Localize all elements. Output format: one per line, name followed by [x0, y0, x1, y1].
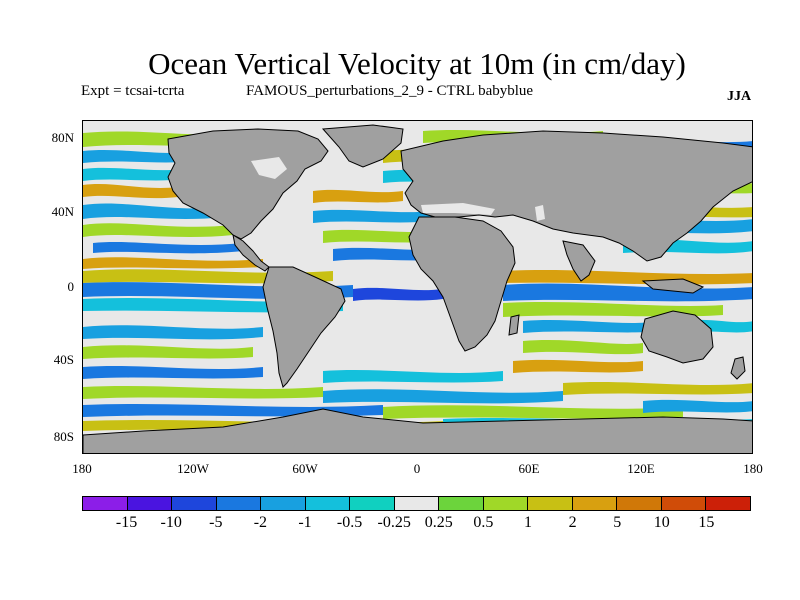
new-zealand — [730, 356, 746, 380]
lat-tick: 80N — [51, 130, 74, 145]
antarctica — [83, 408, 752, 453]
perturbation-label: FAMOUS_perturbations_2_9 - CTRL babyblue — [246, 83, 534, 99]
chart-title: Ocean Vertical Velocity at 10m (in cm/da… — [148, 46, 686, 81]
colorbar-label: -5 — [209, 514, 223, 531]
lon-tick: 180 — [72, 461, 92, 476]
greenland — [321, 124, 404, 168]
colorbar-label: 15 — [698, 514, 715, 531]
colorbar-box — [394, 497, 440, 510]
velocity-streak — [83, 325, 263, 340]
colorbar-label: 0.25 — [424, 514, 453, 531]
colorbar-label: 10 — [653, 514, 670, 531]
map-panel — [82, 120, 753, 454]
velocity-streak — [643, 399, 752, 413]
north-america — [167, 128, 329, 240]
colorbar — [82, 496, 751, 511]
lon-tick: 120E — [627, 461, 655, 476]
land — [83, 124, 752, 453]
velocity-streak — [83, 257, 263, 269]
lon-tick: 60E — [518, 461, 540, 476]
colorbar-box — [572, 497, 618, 510]
colorbar-label: 2 — [568, 514, 577, 531]
velocity-streak — [83, 167, 183, 181]
eurasia — [400, 130, 752, 262]
colorbar-box — [528, 497, 573, 510]
colorbar-box — [706, 497, 750, 510]
madagascar — [508, 314, 520, 336]
colorbar-label: -10 — [160, 514, 182, 531]
lon-tick: 60W — [292, 461, 318, 476]
season-label: JJA — [727, 89, 752, 104]
velocity-streak — [83, 184, 178, 199]
velocity-streak — [383, 405, 683, 419]
hudson-bay — [251, 157, 287, 179]
africa — [408, 216, 516, 352]
inland-water — [251, 157, 545, 221]
lat-tick: 40S — [53, 352, 74, 367]
colorbar-box — [305, 497, 351, 510]
colorbar-box — [83, 497, 128, 510]
colorbar-box — [350, 497, 395, 510]
colorbar-label: 5 — [613, 514, 622, 531]
colorbar-label: 1 — [524, 514, 532, 531]
velocity-streak — [523, 340, 643, 355]
colorbar-label: -0.25 — [377, 514, 411, 531]
colorbar-label: -2 — [253, 514, 268, 531]
colorbar-box — [661, 497, 707, 510]
colorbar-box — [261, 497, 306, 510]
south-america — [262, 266, 346, 388]
mediterranean — [421, 203, 495, 215]
velocity-streak — [353, 287, 443, 301]
colorbar-box — [483, 497, 529, 510]
colorbar-box — [216, 497, 262, 510]
colorbar-box — [172, 497, 217, 510]
velocity-streak — [93, 242, 243, 254]
lon-tick: 0 — [413, 461, 421, 476]
australia — [640, 310, 714, 364]
lon-tick: 180 — [743, 461, 763, 476]
velocity-streak — [83, 345, 253, 359]
map-svg — [83, 121, 752, 453]
colorbar-box — [439, 497, 484, 510]
velocity-streak — [313, 209, 433, 223]
lon-tick: 120W — [177, 461, 209, 476]
lat-tick: 40N — [51, 204, 74, 219]
velocity-streak — [83, 366, 263, 379]
lat-tick: 80S — [53, 429, 74, 444]
caspian-sea — [535, 205, 545, 221]
velocity-streak — [503, 283, 752, 302]
central-america — [232, 233, 270, 272]
indonesia — [641, 278, 705, 294]
velocity-streak — [513, 359, 643, 373]
velocity-streak — [323, 389, 563, 404]
colorbar-label: -0.5 — [336, 514, 363, 531]
velocity-streak — [503, 270, 752, 285]
velocity-streak — [83, 150, 193, 163]
colorbar-box — [127, 497, 173, 510]
velocity-streak — [83, 386, 323, 399]
velocity-streak — [563, 382, 752, 395]
colorbar-box — [617, 497, 662, 510]
india — [562, 240, 596, 282]
velocity-streak — [323, 370, 503, 383]
velocity-streak — [83, 203, 223, 219]
experiment-label: Expt = tcsai-tcrta — [81, 83, 185, 99]
lat-tick: 0 — [67, 279, 75, 294]
velocity-streak — [83, 223, 233, 237]
velocity-streak — [523, 320, 663, 333]
velocity-streak — [313, 189, 403, 203]
colorbar-label: -15 — [115, 514, 138, 531]
colorbar-label: -1 — [298, 514, 312, 531]
colorbar-label: 0.5 — [473, 514, 494, 531]
